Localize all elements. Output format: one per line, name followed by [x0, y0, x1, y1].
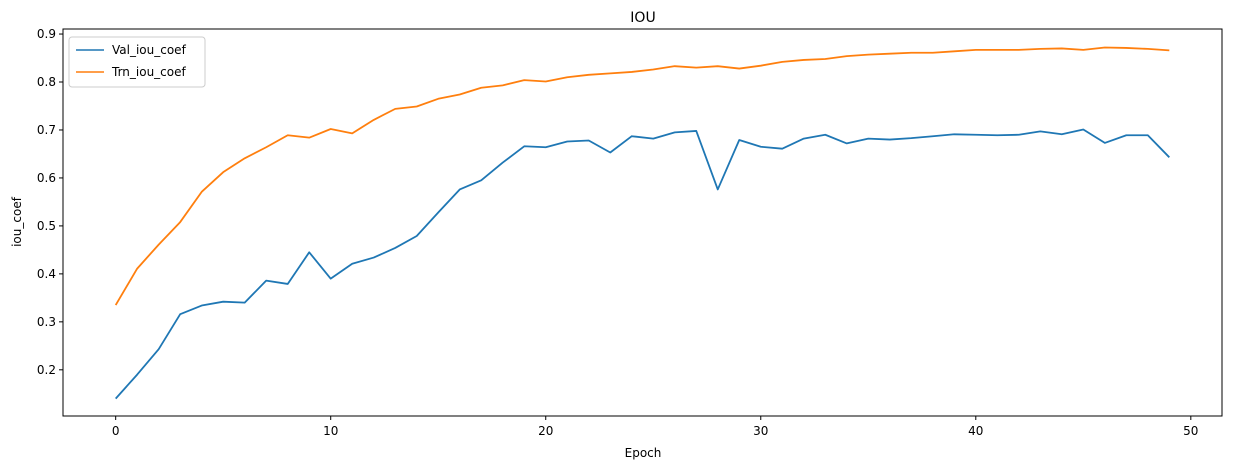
- y-tick-label: 0.3: [37, 315, 56, 329]
- x-tick-label: 50: [1183, 424, 1198, 438]
- plot-frame: [62, 28, 1223, 417]
- series-layer: [114, 46, 1170, 400]
- y-tick-label: 0.9: [37, 27, 56, 41]
- x-tick-label: 30: [753, 424, 768, 438]
- x-axis-ticks: 0 10 20 30 40 50: [112, 416, 1198, 438]
- x-axis-label: Epoch: [625, 446, 662, 460]
- y-tick-label: 0.2: [37, 363, 56, 377]
- y-tick-label: 0.4: [37, 267, 56, 281]
- legend: Val_iou_coef Trn_iou_coef: [68, 36, 206, 88]
- y-tick-label: 0.7: [37, 123, 56, 137]
- y-tick-label: 0.6: [37, 171, 56, 185]
- chart-title: IOU: [630, 10, 655, 26]
- y-axis-ticks: 0.2 0.3 0.4 0.5 0.6 0.7 0.8 0.9: [37, 27, 63, 377]
- legend-label-val: Val_iou_coef: [112, 43, 187, 57]
- x-tick-label: 10: [323, 424, 338, 438]
- x-tick-label: 0: [112, 424, 120, 438]
- series-line-val-iou-coef: [115, 128, 1170, 400]
- y-tick-label: 0.8: [37, 75, 56, 89]
- y-axis-label: iou_coef: [10, 196, 24, 247]
- y-tick-label: 0.5: [37, 219, 56, 233]
- series-line-trn-iou-coef: [114, 46, 1170, 306]
- plot-area: 0 10 20 30 40 50 0.2 0.3 0.4 0.5 0.6 0.7 0.8 0.9: [37, 27, 1223, 438]
- x-tick-label: 20: [538, 424, 553, 438]
- x-tick-label: 40: [968, 424, 983, 438]
- legend-label-trn: Trn_iou_coef: [111, 65, 186, 79]
